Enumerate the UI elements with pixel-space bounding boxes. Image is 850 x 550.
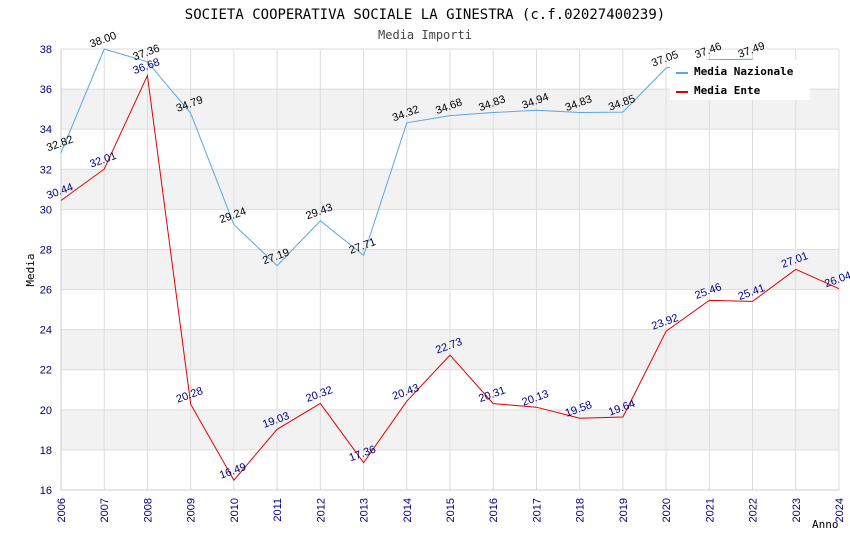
x-tick-label: 2014 <box>402 498 414 522</box>
legend: Media Nazionale Media Ente <box>670 60 810 100</box>
x-tick-label: 2015 <box>445 498 457 522</box>
x-axis-label: Anno <box>812 518 839 531</box>
x-tick-label: 2009 <box>186 498 198 522</box>
x-tick-label: 2011 <box>272 498 284 522</box>
y-tick-label: 28 <box>40 244 52 256</box>
x-tick-label: 2006 <box>56 498 68 522</box>
y-tick-label: 24 <box>40 325 52 337</box>
y-tick-label: 20 <box>40 405 52 417</box>
y-tick-label: 18 <box>40 445 52 457</box>
x-tick-label: 2020 <box>661 498 673 522</box>
x-tick-label: 2023 <box>791 498 803 522</box>
series-lines <box>60 48 840 482</box>
y-tick-label: 16 <box>40 485 52 497</box>
y-tick-label: 26 <box>40 285 52 297</box>
y-tick-label: 38 <box>40 44 52 56</box>
y-tick-label: 34 <box>40 124 52 136</box>
x-tick-label: 2013 <box>359 498 371 522</box>
x-tick-label: 2024 <box>834 498 846 522</box>
x-tick-label: 2019 <box>618 498 630 522</box>
data-label: 38.00 <box>88 30 118 51</box>
x-tick-label: 2007 <box>99 498 111 522</box>
x-tick-label: 2021 <box>704 498 716 522</box>
x-tick-label: 2017 <box>531 498 543 522</box>
x-tick-label: 2010 <box>229 498 241 522</box>
y-tick-label: 30 <box>40 204 52 216</box>
x-tick-label: 2012 <box>315 498 327 522</box>
legend-label-ente: Media Ente <box>694 84 761 97</box>
chart-title: SOCIETA COOPERATIVA SOCIALE LA GINESTRA … <box>185 7 665 23</box>
x-tick-label: 2008 <box>142 498 154 522</box>
x-tick-label: 2022 <box>748 498 760 522</box>
y-tick-label: 22 <box>40 365 52 377</box>
x-tick-label: 2018 <box>575 498 587 522</box>
y-axis-label: Media <box>24 253 37 286</box>
y-tick-label: 36 <box>40 84 52 96</box>
x-tick-label: 2016 <box>488 498 500 522</box>
x-axis-ticks: 2006 2007 2008 2009 2010 2011 2012 2013 2014 2015… <box>56 498 846 522</box>
y-tick-label: 32 <box>40 164 52 176</box>
series-line-media-nazionale <box>60 48 753 267</box>
series-line-media-ente <box>60 73 840 482</box>
chart-subtitle: Media Importi <box>378 28 472 42</box>
legend-box <box>670 60 810 100</box>
legend-label-nazionale: Media Nazionale <box>694 65 794 78</box>
y-axis-ticks: 16 18 20 22 24 26 28 30 32 34 36 38 <box>40 44 52 497</box>
grid-lines <box>60 48 840 491</box>
